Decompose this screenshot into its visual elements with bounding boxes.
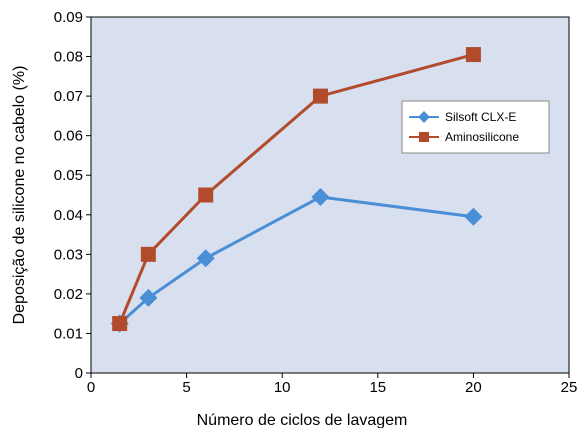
y-axis: 0 0.01 0.02 0.03 0.04 0.05 0.06 0.07 0.08 0.09 [54, 9, 91, 382]
data-point-silsoft [196, 249, 215, 268]
y-tick-label: 0.02 [54, 286, 83, 303]
x-tick-label: 10 [274, 379, 291, 396]
y-axis-title: Deposição de silicone no cabelo (%) [11, 66, 28, 325]
legend-label-amino: Aminosilicone [445, 130, 519, 144]
legend-label-silsoft: Silsoft CLX-E [445, 110, 516, 124]
x-axis-title: Número de ciclos de lavagem [197, 412, 408, 428]
data-point-silsoft [139, 288, 158, 307]
data-point-aminosilicone [312, 88, 328, 104]
legend: Silsoft CLX-E Aminosilicone [401, 100, 550, 154]
x-axis: 0 5 10 15 20 25 [87, 373, 578, 396]
x-tick-label: 0 [87, 379, 95, 396]
data-point-aminosilicone [140, 246, 156, 262]
y-tick-label: 0 [75, 365, 83, 382]
y-tick-label: 0.06 [54, 128, 83, 145]
data-point-aminosilicone [112, 316, 128, 332]
x-tick-label: 20 [465, 379, 482, 396]
x-tick-label: 5 [182, 379, 190, 396]
x-tick-label: 25 [561, 379, 578, 396]
x-tick-label: 15 [369, 379, 386, 396]
legend-box [401, 100, 550, 154]
y-tick-label: 0.09 [54, 9, 83, 26]
plot-area [90, 16, 570, 374]
data-point-aminosilicone [198, 187, 214, 203]
y-tick-label: 0.07 [54, 88, 83, 105]
y-tick-label: 0.03 [54, 246, 83, 263]
y-tick-label: 0.05 [54, 167, 83, 184]
data-point-silsoft [464, 207, 483, 226]
y-tick-label: 0.01 [54, 325, 83, 342]
series-layer [110, 47, 483, 333]
y-tick-label: 0.08 [54, 49, 83, 66]
data-point-silsoft [311, 187, 330, 206]
y-tick-label: 0.04 [54, 207, 83, 224]
legend-marker-silsoft [418, 111, 430, 123]
legend-marker-amino [419, 132, 429, 142]
data-point-aminosilicone [465, 47, 481, 63]
